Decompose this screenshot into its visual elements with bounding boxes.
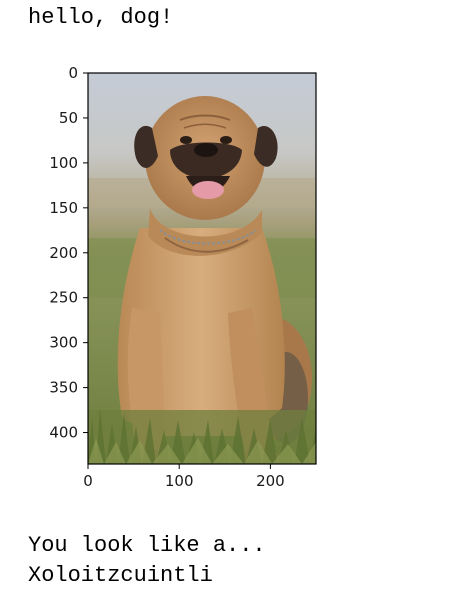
- axes-plot: 0 50 100 150 200 250 300 350 400 0 100 200: [49, 64, 317, 490]
- y-tick-label: 200: [49, 244, 78, 262]
- y-tick-label: 150: [49, 199, 78, 217]
- result-prefix-output: You look like a...: [28, 533, 266, 558]
- y-axis-ticks: 0 50 100 150 200 250 300 350 400: [49, 64, 88, 442]
- y-tick-label: 0: [68, 64, 78, 82]
- predicted-breed-output: Xoloitzcuintli: [28, 563, 213, 588]
- y-tick-label: 250: [49, 289, 78, 307]
- x-tick-label: 100: [165, 472, 194, 490]
- y-tick-label: 100: [49, 154, 78, 172]
- dog-illustration: [117, 96, 312, 464]
- y-tick-label: 300: [49, 334, 78, 352]
- dog-image-figure: 0 50 100 150 200 250 300 350 400 0 100 200: [0, 58, 476, 498]
- y-tick-label: 400: [49, 424, 78, 442]
- greeting-output: hello, dog!: [28, 5, 174, 30]
- x-axis-ticks: 0 100 200: [83, 464, 285, 490]
- grass-foreground: [88, 408, 316, 464]
- x-tick-label: 200: [256, 472, 285, 490]
- y-tick-label: 50: [59, 109, 78, 127]
- y-tick-label: 350: [49, 379, 78, 397]
- axes-frame: [87, 72, 317, 465]
- dog-photo: [88, 73, 316, 464]
- x-tick-label: 0: [83, 472, 93, 490]
